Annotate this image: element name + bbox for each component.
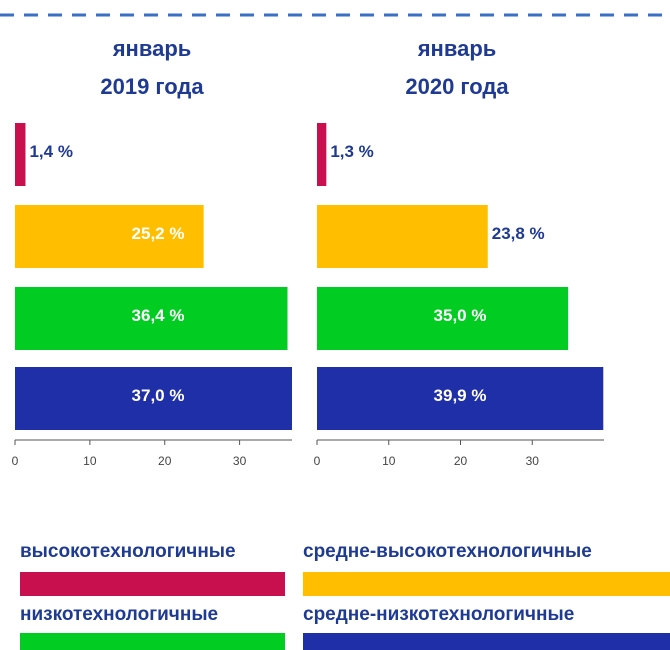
x-tick-label: 20 [454, 454, 468, 468]
chart-title: январь [417, 36, 497, 61]
value-label: 39,9 % [434, 386, 487, 405]
value-label: 37,0 % [132, 386, 185, 405]
bar [15, 123, 26, 186]
value-label: 36,4 % [132, 306, 185, 325]
legend-swatch [20, 572, 285, 596]
chart-subtitle: 2020 года [405, 74, 509, 99]
bar [15, 205, 204, 268]
value-label: 1,3 % [330, 142, 373, 161]
legend-swatch [303, 572, 670, 596]
legend-label: средне-низкотехнологичные [303, 604, 574, 625]
bar [317, 205, 488, 268]
bar [317, 287, 569, 350]
legend-label: высокотехнологичные [20, 541, 236, 562]
x-tick-label: 30 [233, 454, 247, 468]
x-tick-label: 10 [382, 454, 396, 468]
x-tick-label: 30 [526, 454, 540, 468]
value-label: 23,8 % [492, 224, 545, 243]
chart-subtitle: 2019 года [100, 74, 204, 99]
legend-swatch [20, 633, 285, 650]
legend-label: средне-высокотехнологичные [303, 541, 592, 562]
x-tick-label: 20 [158, 454, 172, 468]
bar [317, 123, 327, 186]
bar [15, 367, 292, 430]
value-label: 35,0 % [434, 306, 487, 325]
bar [317, 367, 604, 430]
x-tick-label: 0 [12, 454, 19, 468]
x-tick-label: 0 [314, 454, 321, 468]
value-label: 25,2 % [132, 224, 185, 243]
chart-title: январь [112, 36, 192, 61]
x-tick-label: 10 [83, 454, 97, 468]
legend-swatch [303, 633, 670, 650]
bar [15, 287, 288, 350]
legend-label: низкотехнологичные [20, 604, 218, 625]
value-label: 1,4 % [29, 142, 72, 161]
